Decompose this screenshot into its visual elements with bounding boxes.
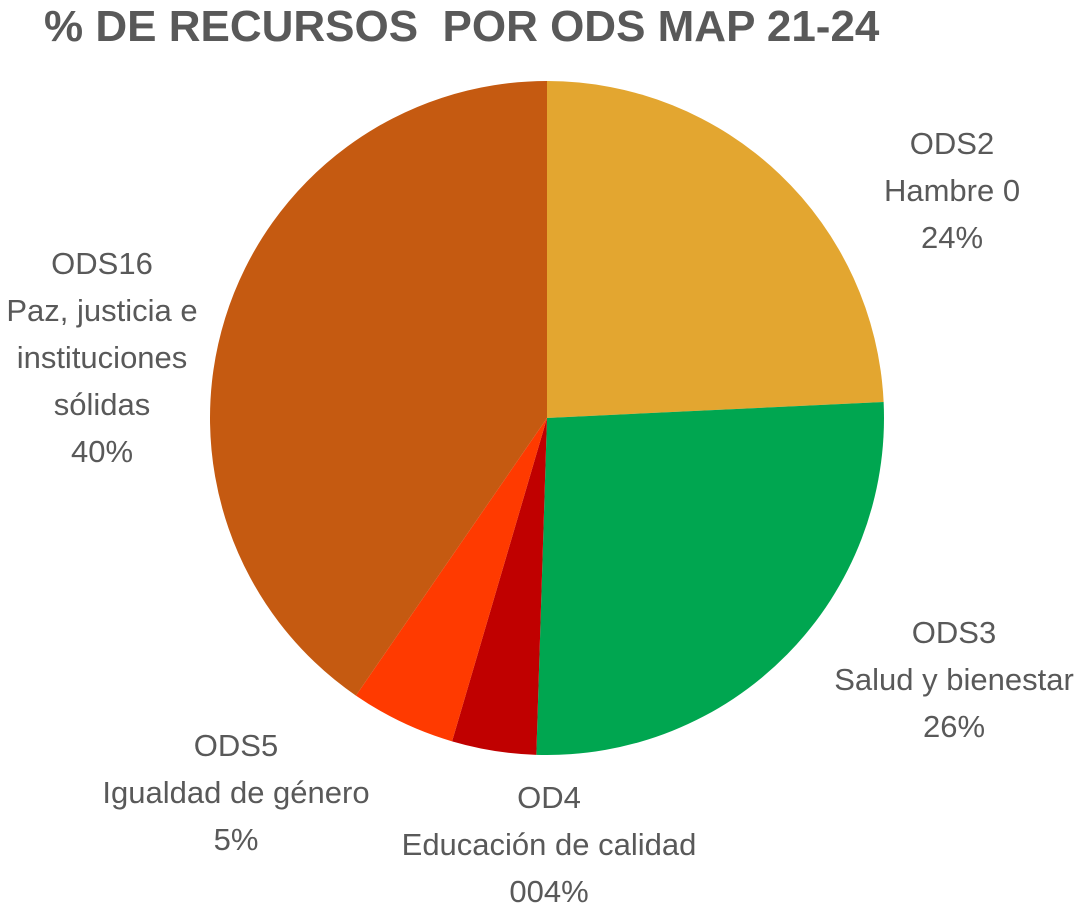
slice-code: ODS2 <box>909 126 995 161</box>
slice-value: 40% <box>70 434 134 469</box>
pie-slice-od4 <box>452 418 547 755</box>
slice-value: 26% <box>922 709 986 744</box>
slice-label-ods16: ODS16 Paz, justicia e instituciones sóli… <box>6 240 197 475</box>
slice-label-ods5: ODS5 Igualdad de género 5% <box>102 722 369 863</box>
slice-name-line: Paz, justicia e <box>6 293 198 328</box>
pie-slice-ods5 <box>355 418 547 742</box>
slice-name-line: instituciones <box>16 340 188 375</box>
pie-slice-ods16 <box>209 81 547 696</box>
slice-code: OD4 <box>517 780 581 815</box>
slice-name: Hambre 0 <box>883 173 1021 208</box>
slice-code: ODS3 <box>911 615 997 650</box>
slice-code: ODS16 <box>51 246 153 281</box>
chart-title: % DE RECURSOS POR ODS MAP 21-24 <box>44 2 880 51</box>
slice-name-line: sólidas <box>53 387 151 422</box>
pie-slice-ods2 <box>547 81 884 418</box>
pie-slice-ods3 <box>536 401 884 755</box>
slice-value: 24% <box>920 220 984 255</box>
slice-label-ods3: ODS3 Salud y bienestar 26% <box>834 609 1074 750</box>
slice-name: Educación de calidad <box>401 827 697 862</box>
slice-value: 5% <box>213 822 259 857</box>
slice-value: 004% <box>509 874 589 909</box>
slice-label-od4: OD4 Educación de calidad 004% <box>402 774 697 915</box>
slice-code: ODS5 <box>193 728 279 763</box>
slice-name: Igualdad de género <box>102 775 370 810</box>
slice-name: Salud y bienestar <box>834 662 1074 697</box>
slice-label-ods2: ODS2 Hambre 0 24% <box>884 120 1020 261</box>
